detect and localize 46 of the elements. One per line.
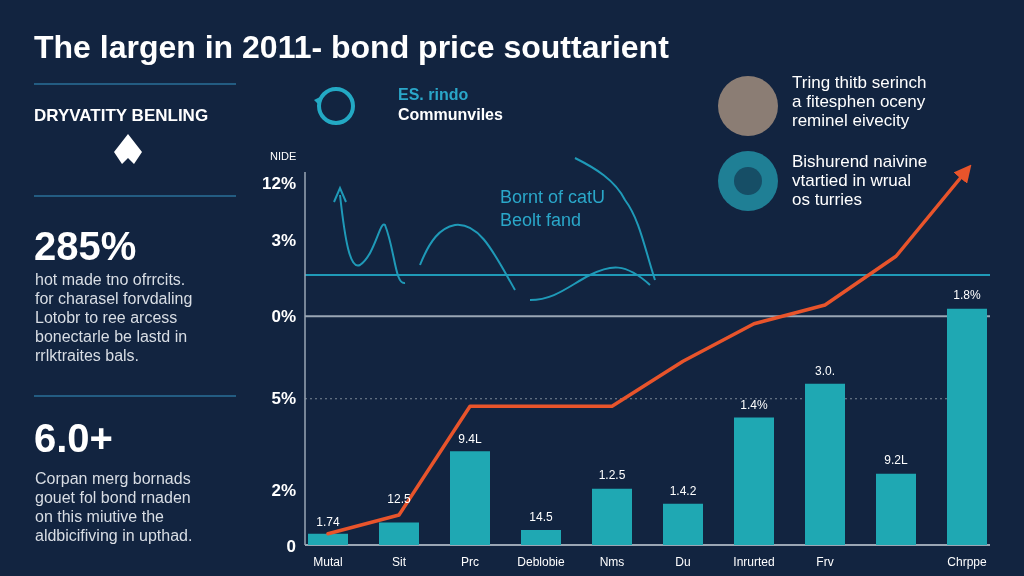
- text: 0%: [271, 307, 296, 326]
- annotation: 1.8%: [953, 288, 981, 302]
- annotation: 1.4.2: [669, 484, 697, 498]
- text: 0: [286, 537, 296, 556]
- bar: [592, 488, 632, 545]
- x-tick-label: Prc: [461, 555, 479, 569]
- bar: [450, 451, 490, 545]
- text: hot made tno ofrrcits. for charasel forvdaling Lotobr to ree arcess bonectarle be lastd in rrlktraites bals.: [35, 271, 193, 364]
- bar: [734, 417, 774, 545]
- annotation: 3.0.: [814, 364, 836, 378]
- x-tick-label: Nms: [599, 555, 625, 569]
- bar: [947, 308, 987, 545]
- annotation: 14.5: [529, 510, 553, 524]
- x-tick-label: Inrurted: [733, 555, 775, 569]
- x-tick-label: Frv: [816, 555, 834, 569]
- text: ES. rindo: [398, 86, 469, 103]
- annotation: 1.2.5: [598, 468, 626, 482]
- bar: [521, 530, 561, 545]
- annotation: 9.4L: [458, 432, 482, 446]
- annotation: Bishurend naivine vtartied in wrual os turries: [792, 152, 928, 209]
- x-tick-label: Du: [675, 555, 691, 569]
- text: DRYVATITY BENLING: [34, 106, 209, 125]
- bar: [876, 473, 916, 545]
- x-tick-label: Chrppe: [947, 555, 987, 569]
- text: Communviles: [398, 106, 504, 123]
- text: 2%: [271, 481, 296, 500]
- y-axis-title: NIDE: [270, 150, 297, 162]
- annotation: 9.2L: [884, 453, 908, 467]
- text: 285%: [34, 224, 137, 268]
- annotation: 1.4%: [740, 398, 768, 412]
- text: 5%: [271, 389, 296, 408]
- x-tick-label: Mutal: [313, 555, 343, 569]
- text: 3%: [271, 231, 296, 250]
- chart-title: The largen in 2011- bond price souttarient: [34, 29, 670, 65]
- annotation: Bornt of catU Beolt fand: [500, 187, 606, 230]
- bar: [805, 383, 845, 545]
- text: Corpan merg bornads gouet fol bond rnaden on this miutive the aldbicifiving in upthad.: [35, 470, 193, 544]
- bar: [379, 522, 419, 545]
- text: 12%: [261, 174, 296, 193]
- bar: [308, 533, 348, 545]
- x-tick-label: Deblobie: [517, 555, 566, 569]
- text: 6.0+: [34, 416, 113, 460]
- text: Tring thitb serinch a fitesphen oceny reminel eivecity: [792, 73, 927, 130]
- bar: [663, 503, 703, 545]
- x-tick-label: Sit: [391, 555, 407, 569]
- annotation: 1.74: [316, 515, 340, 529]
